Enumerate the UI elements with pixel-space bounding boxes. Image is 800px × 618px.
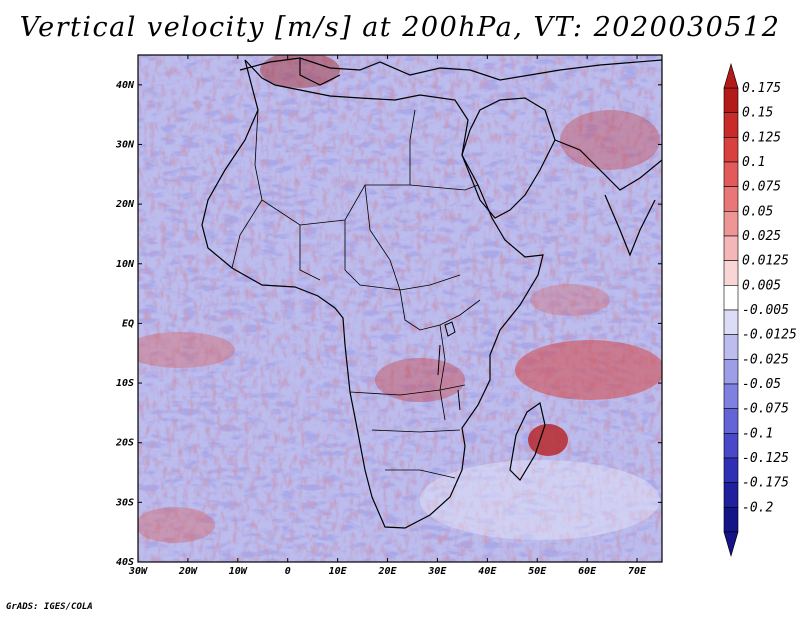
colorbar-label: -0.2 (742, 500, 773, 515)
x-tick-label: 60E (578, 566, 597, 577)
colorbar-top-arrow (723, 62, 739, 89)
border-south-africa (385, 469, 456, 479)
x-tick-label: 30W (128, 566, 148, 577)
colorbar-segment (723, 383, 739, 409)
colorbar-label: -0.125 (742, 451, 789, 466)
colorbar-segment (723, 112, 739, 138)
map-frame (137, 54, 663, 563)
colorbar-label: -0.05 (742, 377, 781, 392)
colorbar-label: 0.0125 (742, 254, 789, 269)
field-noise-blue (138, 55, 662, 562)
colorbar-segment (723, 507, 739, 533)
colorbar-label: 0.005 (742, 278, 781, 293)
y-tick-label: 30S (115, 497, 134, 508)
colorbar-segment (723, 260, 739, 286)
colorbar-label: 0.125 (742, 130, 781, 145)
x-tick-label: 40E (478, 566, 497, 577)
colorbar-segment (723, 309, 739, 335)
colorbar-segment (723, 433, 739, 459)
italy-coastline (299, 58, 341, 86)
colorbar-label: 0.075 (742, 180, 781, 195)
colorbar-label: 0.025 (742, 229, 781, 244)
y-tick-label: 10N (116, 259, 135, 270)
africa-coastline (201, 59, 544, 529)
x-tick-label: 0 (285, 566, 291, 577)
colorbar-label: -0.005 (742, 303, 789, 318)
colorbar-label: 0.175 (742, 81, 781, 96)
colorbar-segment (723, 408, 739, 434)
x-tick-label: 10E (329, 566, 348, 577)
colorbar-label: 0.15 (742, 106, 773, 121)
ascent-south-atlantic (138, 507, 215, 543)
x-tick-label: 70E (628, 566, 647, 577)
colorbar-label: -0.0125 (742, 328, 797, 343)
colorbar-segment (723, 285, 739, 311)
border-central (399, 289, 481, 331)
coastlines (201, 57, 662, 529)
grads-credit: GrADS: IGES/COLA (6, 602, 93, 612)
colorbar-bottom-arrow (723, 531, 739, 558)
x-tick-label: 30E (427, 566, 447, 577)
asia-coastline (554, 139, 662, 191)
border-rift (439, 324, 446, 421)
colorbar-segment (723, 137, 739, 163)
ascent-indian-ocean (515, 340, 662, 400)
colorbar-label: 0.05 (742, 204, 773, 219)
colorbar-label: -0.075 (742, 402, 789, 417)
lake-tanganyika (437, 344, 441, 376)
colorbar-segment (723, 186, 739, 212)
colorbar-segment (723, 211, 739, 237)
colorbar-segment (723, 87, 739, 113)
colorbar-segment (723, 235, 739, 261)
madagascar-coastline (509, 402, 546, 481)
ascent-arabian-sea (530, 284, 610, 316)
border-chad (364, 184, 401, 291)
y-tick-label: 20S (115, 438, 134, 449)
x-tick-label: 10W (229, 566, 248, 577)
colorbar-label: 0.1 (742, 155, 765, 170)
y-tick-label: 10S (116, 378, 134, 389)
ascent-tibet (560, 110, 660, 170)
y-tick-label: EQ (122, 318, 134, 329)
colorbar-segment (723, 359, 739, 385)
y-tick-label: 20N (115, 199, 135, 210)
y-tick-label: 30N (115, 139, 135, 150)
x-tick-label: 20E (377, 566, 397, 577)
colorbar-label: -0.175 (742, 476, 789, 491)
colorbar-segment (723, 482, 739, 508)
colorbar-label: -0.025 (742, 352, 789, 367)
y-axis: 40N 30N 20N 10N EQ 10S 20S 30S 40S (115, 80, 662, 568)
lakes (437, 321, 461, 411)
weak-southern-ocean (420, 460, 660, 540)
colorbar-segment (723, 334, 739, 360)
colorbar-label: -0.1 (742, 426, 773, 441)
lake-victoria (444, 321, 456, 337)
lake-malawi (457, 389, 461, 411)
colorbar: 0.175 0.15 0.125 0.1 0.075 0.05 0.025 0.0125 0.0… (723, 62, 797, 558)
chart-title: Vertical velocity [m/s] at 200hPa, VT: 2… (19, 12, 781, 43)
x-tick-label: 20W (178, 566, 198, 577)
ascent-tropical-atlantic (138, 332, 235, 368)
border-sahel (344, 220, 461, 291)
india-coastline (604, 194, 656, 257)
ascent-congo (375, 358, 465, 402)
border-south-central (349, 384, 466, 396)
x-axis: 30W 20W 10W 0 10E 20E 30E 40E 50E 60E 70E (128, 55, 647, 577)
x-tick-label: 50E (528, 566, 547, 577)
y-tick-label: 40S (116, 557, 134, 568)
colorbar-segment (723, 457, 739, 483)
ascent-madagascar (528, 424, 568, 456)
border-sudan (409, 184, 479, 191)
vertical-velocity-field (138, 55, 662, 562)
border-west-africa (299, 225, 321, 281)
y-tick-label: 40N (116, 80, 135, 91)
border-southern (371, 429, 461, 433)
colorbar-segment (723, 161, 739, 187)
country-borders (231, 109, 481, 479)
europe-coastline (239, 57, 662, 81)
border-west (231, 199, 263, 269)
